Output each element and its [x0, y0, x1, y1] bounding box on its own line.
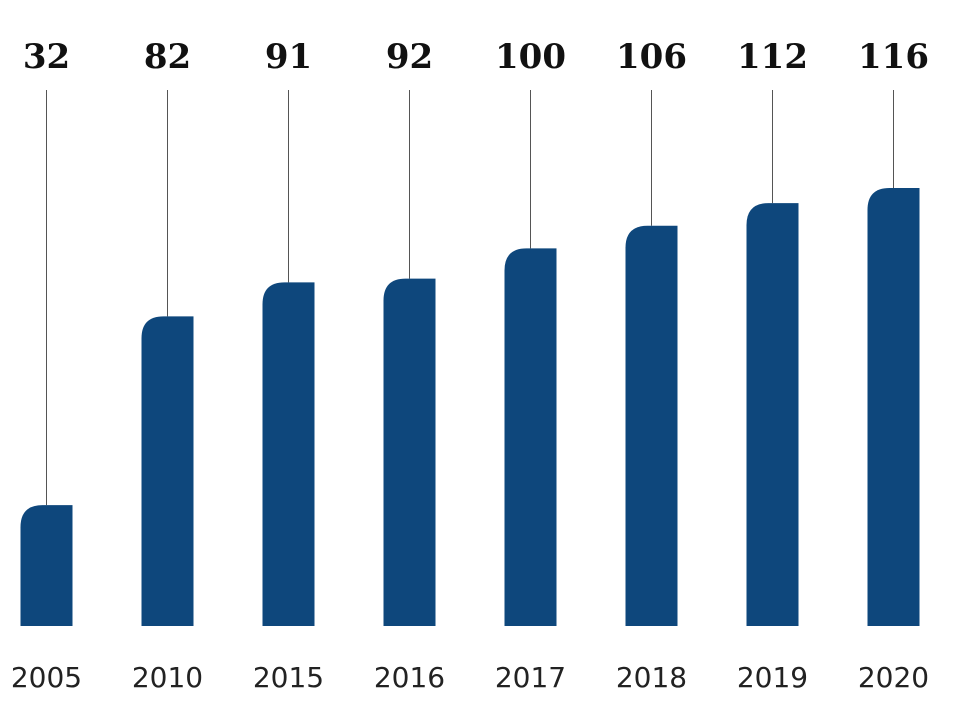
category-label-2005: 2005: [11, 661, 82, 694]
value-label-2017: 100: [495, 37, 566, 77]
leader-lines: [46, 90, 894, 506]
value-label-2016: 92: [386, 37, 433, 77]
bar-2017: [504, 248, 557, 626]
category-label-2019: 2019: [737, 661, 808, 694]
bar-2015: [262, 282, 315, 626]
value-label-2020: 116: [858, 37, 929, 77]
category-label-2010: 2010: [132, 661, 203, 694]
bar-2019: [746, 203, 799, 626]
category-label-2020: 2020: [858, 661, 929, 694]
category-label-2017: 2017: [495, 661, 566, 694]
category-label-2015: 2015: [253, 661, 324, 694]
bar-2018: [625, 225, 678, 627]
bar-2020: [867, 188, 920, 626]
bar-2005: [20, 505, 73, 626]
bar-2016: [383, 278, 436, 626]
bars: [20, 188, 920, 627]
value-label-2010: 82: [144, 37, 191, 77]
category-label-2016: 2016: [374, 661, 445, 694]
bar-2010: [141, 316, 194, 626]
value-label-2018: 106: [616, 37, 687, 77]
value-label-2015: 91: [265, 37, 312, 77]
category-label-2018: 2018: [616, 661, 687, 694]
value-labels: 32 82 91 92 100 106 112 116: [23, 37, 929, 77]
category-labels: 2005 2010 2015 2016 2017 2018 2019 2020: [11, 661, 929, 694]
value-label-2005: 32: [23, 37, 70, 77]
value-label-2019: 112: [737, 37, 808, 77]
